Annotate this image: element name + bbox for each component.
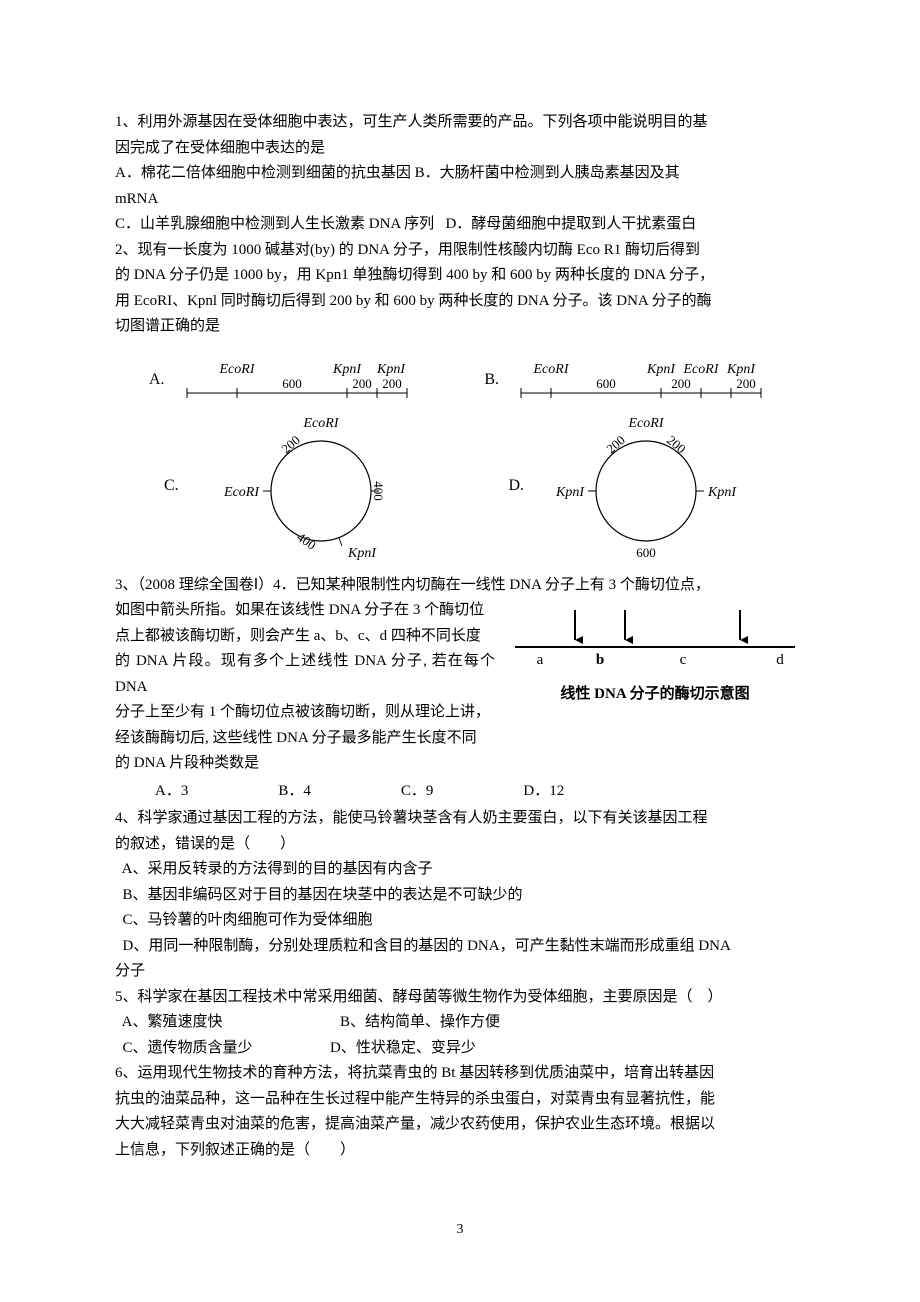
svg-text:KpnI: KpnI bbox=[347, 546, 377, 561]
svg-text:200: 200 bbox=[671, 376, 691, 391]
svg-text:200: 200 bbox=[278, 432, 303, 456]
svg-text:200: 200 bbox=[382, 376, 402, 391]
q4-opt-b: B、基因非编码区对于目的基因在块茎中的表达是不可缺少的 bbox=[115, 883, 805, 909]
q3-figure: a b c d 线性 DNA 分子的酶切示意图 bbox=[505, 602, 805, 707]
svg-text:KpnI: KpnI bbox=[646, 362, 676, 377]
q4-opt-a: A、采用反转录的方法得到的目的基因有内含子 bbox=[115, 857, 805, 883]
svg-text:EcoRI: EcoRI bbox=[533, 362, 570, 377]
q2-diagram-c: EcoRI EcoRI KpnI 200 400 400 bbox=[191, 411, 411, 561]
q6-stem-4: 上信息，下列叙述正确的是（ ） bbox=[115, 1138, 805, 1164]
svg-text:600: 600 bbox=[282, 376, 302, 391]
q5-opt-a: A、繁殖速度快 bbox=[115, 1014, 223, 1030]
q3-opt-c: C．9 bbox=[401, 779, 434, 805]
q1-opt-b: B．大肠杆菌中检测到人胰岛素基因及其 bbox=[415, 165, 680, 181]
q6-stem-3: 大大减轻菜青虫对油菜的危害，提高油菜产量，减少农药使用，保护农业生态环境。根据以 bbox=[115, 1112, 805, 1138]
q3-stem-7: 的 DNA 片段种类数是 bbox=[115, 751, 805, 777]
svg-text:200: 200 bbox=[352, 376, 372, 391]
svg-text:200: 200 bbox=[664, 432, 689, 456]
svg-text:c: c bbox=[680, 652, 687, 668]
svg-text:EcoRI: EcoRI bbox=[223, 485, 260, 500]
q3-options: A．3 B．4 C．9 D．12 bbox=[115, 779, 805, 805]
svg-text:200: 200 bbox=[603, 432, 628, 456]
q2-c-label: C. bbox=[164, 472, 179, 499]
q4-stem-1: 4、科学家通过基因工程的方法，能使马铃薯块茎含有人奶主要蛋白，以下有关该基因工程 bbox=[115, 806, 805, 832]
svg-text:a: a bbox=[537, 652, 544, 668]
svg-text:200: 200 bbox=[736, 376, 756, 391]
q3-opt-b: B．4 bbox=[278, 779, 311, 805]
q2-diagram-row-1: A. EcoRI KpnI KpnI 600 200 200 B. bbox=[115, 358, 805, 403]
svg-text:400: 400 bbox=[294, 529, 319, 552]
q2-diagram-d: EcoRI KpnI KpnI 200 200 600 bbox=[536, 411, 756, 561]
q1-opt-b2: mRNA bbox=[115, 187, 805, 213]
svg-text:600: 600 bbox=[636, 545, 656, 560]
q3-opt-a: A．3 bbox=[155, 779, 188, 805]
svg-text:EcoRI: EcoRI bbox=[628, 416, 665, 431]
q5-opt-b: B、结构简单、操作方便 bbox=[340, 1014, 500, 1030]
q4-opt-d-1: D、用同一种限制酶，分别处理质粒和含目的基因的 DNA，可产生黏性末端而形成重组… bbox=[115, 934, 805, 960]
q5-opt-d: D、性状稳定、变异少 bbox=[330, 1040, 476, 1056]
svg-text:EcoRI: EcoRI bbox=[218, 362, 255, 377]
q2-diagram-a: EcoRI KpnI KpnI 600 200 200 bbox=[177, 358, 417, 403]
q2-d-label: D. bbox=[508, 472, 524, 499]
svg-text:EcoRI: EcoRI bbox=[302, 416, 339, 431]
svg-text:600: 600 bbox=[596, 376, 616, 391]
q1-options-ab: A．棉花二倍体细胞中检测到细菌的抗虫基因 B．大肠杆菌中检测到人胰岛素基因及其 bbox=[115, 161, 805, 187]
q2-diagram-row-2: C. EcoRI EcoRI KpnI 200 400 400 D. EcoRI bbox=[115, 411, 805, 561]
page-number: 3 bbox=[115, 1218, 805, 1242]
svg-text:KpnI: KpnI bbox=[707, 485, 737, 500]
q2-stem-1: 2、现有一长度为 1000 碱基对(by) 的 DNA 分子，用限制性核酸内切酶… bbox=[115, 238, 805, 264]
q3-opt-d: D．12 bbox=[523, 779, 564, 805]
q5-opt-c: C、遗传物质含量少 bbox=[115, 1040, 253, 1056]
q2-stem-3: 用 EcoRI、Kpnl 同时酶切后得到 200 by 和 600 by 两种长… bbox=[115, 289, 805, 315]
svg-text:EcoRI: EcoRI bbox=[683, 362, 720, 377]
q6-stem-2: 抗虫的油菜品种，这一品种在生长过程中能产生特异的杀虫蛋白，对菜青虫有显著抗性，能 bbox=[115, 1087, 805, 1113]
svg-text:KpnI: KpnI bbox=[376, 362, 406, 377]
q1-options-cd: C．山羊乳腺细胞中检测到人生长激素 DNA 序列 D．酵母菌细胞中提取到人干扰素… bbox=[115, 212, 805, 238]
svg-text:b: b bbox=[596, 652, 604, 668]
q2-option-a: A. EcoRI KpnI KpnI 600 200 200 bbox=[149, 358, 417, 403]
svg-text:KpnI: KpnI bbox=[332, 362, 362, 377]
q2-diagram-b: EcoRI KpnI EcoRI KpnI 600 200 200 bbox=[511, 358, 771, 403]
q4-stem-2: 的叙述，错误的是（ ） bbox=[115, 832, 805, 858]
q1-stem-1: 1、利用外源基因在受体细胞中表达，可生产人类所需要的产品。下列各项中能说明目的基 bbox=[115, 110, 805, 136]
q2-stem-2: 的 DNA 分子仍是 1000 by，用 Kpn1 单独酶切得到 400 by … bbox=[115, 263, 805, 289]
q3-figure-caption: 线性 DNA 分子的酶切示意图 bbox=[505, 682, 805, 708]
q2-b-label: B. bbox=[484, 366, 499, 393]
svg-text:400: 400 bbox=[371, 481, 386, 501]
svg-text:d: d bbox=[776, 652, 784, 668]
q2-option-d: D. EcoRI KpnI KpnI 200 200 600 bbox=[508, 411, 756, 561]
svg-text:KpnI: KpnI bbox=[555, 485, 585, 500]
q1-stem-2: 因完成了在受体细胞中表达的是 bbox=[115, 136, 805, 162]
q2-option-b: B. EcoRI KpnI EcoRI KpnI 600 200 200 bbox=[484, 358, 771, 403]
q5-row-ab: A、繁殖速度快 B、结构简单、操作方便 bbox=[115, 1010, 805, 1036]
q5-stem: 5、科学家在基因工程技术中常采用细菌、酵母菌等微生物作为受体细胞，主要原因是（ … bbox=[115, 985, 805, 1011]
q1-opt-d: D．酵母菌细胞中提取到人干扰素蛋白 bbox=[445, 216, 696, 232]
exam-page: 1、利用外源基因在受体细胞中表达，可生产人类所需要的产品。下列各项中能说明目的基… bbox=[0, 0, 920, 1282]
q5-row-cd: C、遗传物质含量少 D、性状稳定、变异少 bbox=[115, 1036, 805, 1062]
q6-stem-1: 6、运用现代生物技术的育种方法，将抗菜青虫的 Bt 基因转移到优质油菜中，培育出… bbox=[115, 1061, 805, 1087]
q3-stem-6: 经该酶酶切后, 这些线性 DNA 分子最多能产生长度不同 bbox=[115, 726, 805, 752]
q2-option-c: C. EcoRI EcoRI KpnI 200 400 400 bbox=[164, 411, 411, 561]
svg-text:KpnI: KpnI bbox=[726, 362, 756, 377]
q4-opt-d-2: 分子 bbox=[115, 959, 805, 985]
q4-opt-c: C、马铃薯的叶肉细胞可作为受体细胞 bbox=[115, 908, 805, 934]
q1-opt-c: C．山羊乳腺细胞中检测到人生长激素 DNA 序列 bbox=[115, 216, 434, 232]
q3-diagram: a b c d bbox=[505, 602, 805, 672]
q2-a-label: A. bbox=[149, 366, 165, 393]
q2-stem-4: 切图谱正确的是 bbox=[115, 314, 805, 340]
q1-opt-a: A．棉花二倍体细胞中检测到细菌的抗虫基因 bbox=[115, 165, 411, 181]
q3-stem-1: 3、（2008 理综全国卷Ⅰ）4．已知某种限制性内切酶在一线性 DNA 分子上有… bbox=[115, 573, 805, 599]
